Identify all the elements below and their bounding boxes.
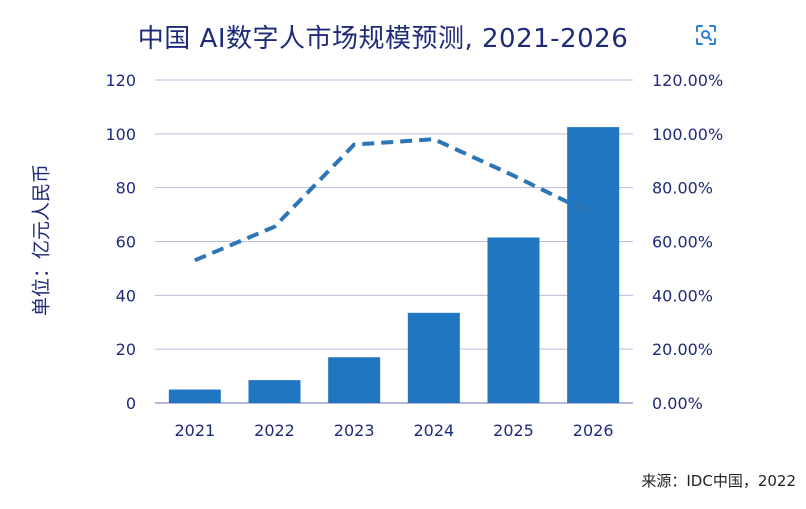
- y-tick-label: 100: [105, 125, 136, 144]
- bar-2024: [407, 312, 460, 403]
- x-tick-label: 2024: [413, 421, 454, 440]
- y2-tick-label: 60.00%: [652, 233, 713, 252]
- y2-tick-label: 120.00%: [652, 71, 723, 90]
- y-tick-label: 20: [116, 340, 136, 359]
- bar-2026: [567, 127, 620, 404]
- bar-2021: [168, 389, 221, 403]
- y2-tick-label: 100.00%: [652, 125, 723, 144]
- x-tick-label: 2022: [254, 421, 295, 440]
- source-note: 来源：IDC中国，2022: [641, 472, 796, 490]
- x-tick-label: 2021: [174, 421, 215, 440]
- y2-tick-label: 20.00%: [652, 340, 713, 359]
- y2-tick-label: 40.00%: [652, 286, 713, 305]
- x-tick-label: 2023: [334, 421, 375, 440]
- y-tick-label: 80: [116, 179, 136, 198]
- x-tick-label: 2026: [573, 421, 614, 440]
- bar-2025: [487, 237, 540, 403]
- x-tick-label: 2025: [493, 421, 534, 440]
- y2-tick-label: 0.00%: [652, 394, 703, 413]
- y-tick-label: 0: [126, 394, 136, 413]
- bar-2022: [248, 380, 301, 403]
- chart-title: 中国 AI数字人市场规模预测, 2021-2026: [137, 24, 629, 54]
- expand-icon[interactable]: [694, 23, 718, 47]
- y2-tick-label: 80.00%: [652, 179, 713, 198]
- y-tick-label: 60: [116, 233, 136, 252]
- growth-rate-line: [194, 137, 595, 263]
- y-tick-label: 120: [105, 71, 136, 90]
- y-tick-label: 40: [116, 286, 136, 305]
- bar-2023: [328, 357, 381, 403]
